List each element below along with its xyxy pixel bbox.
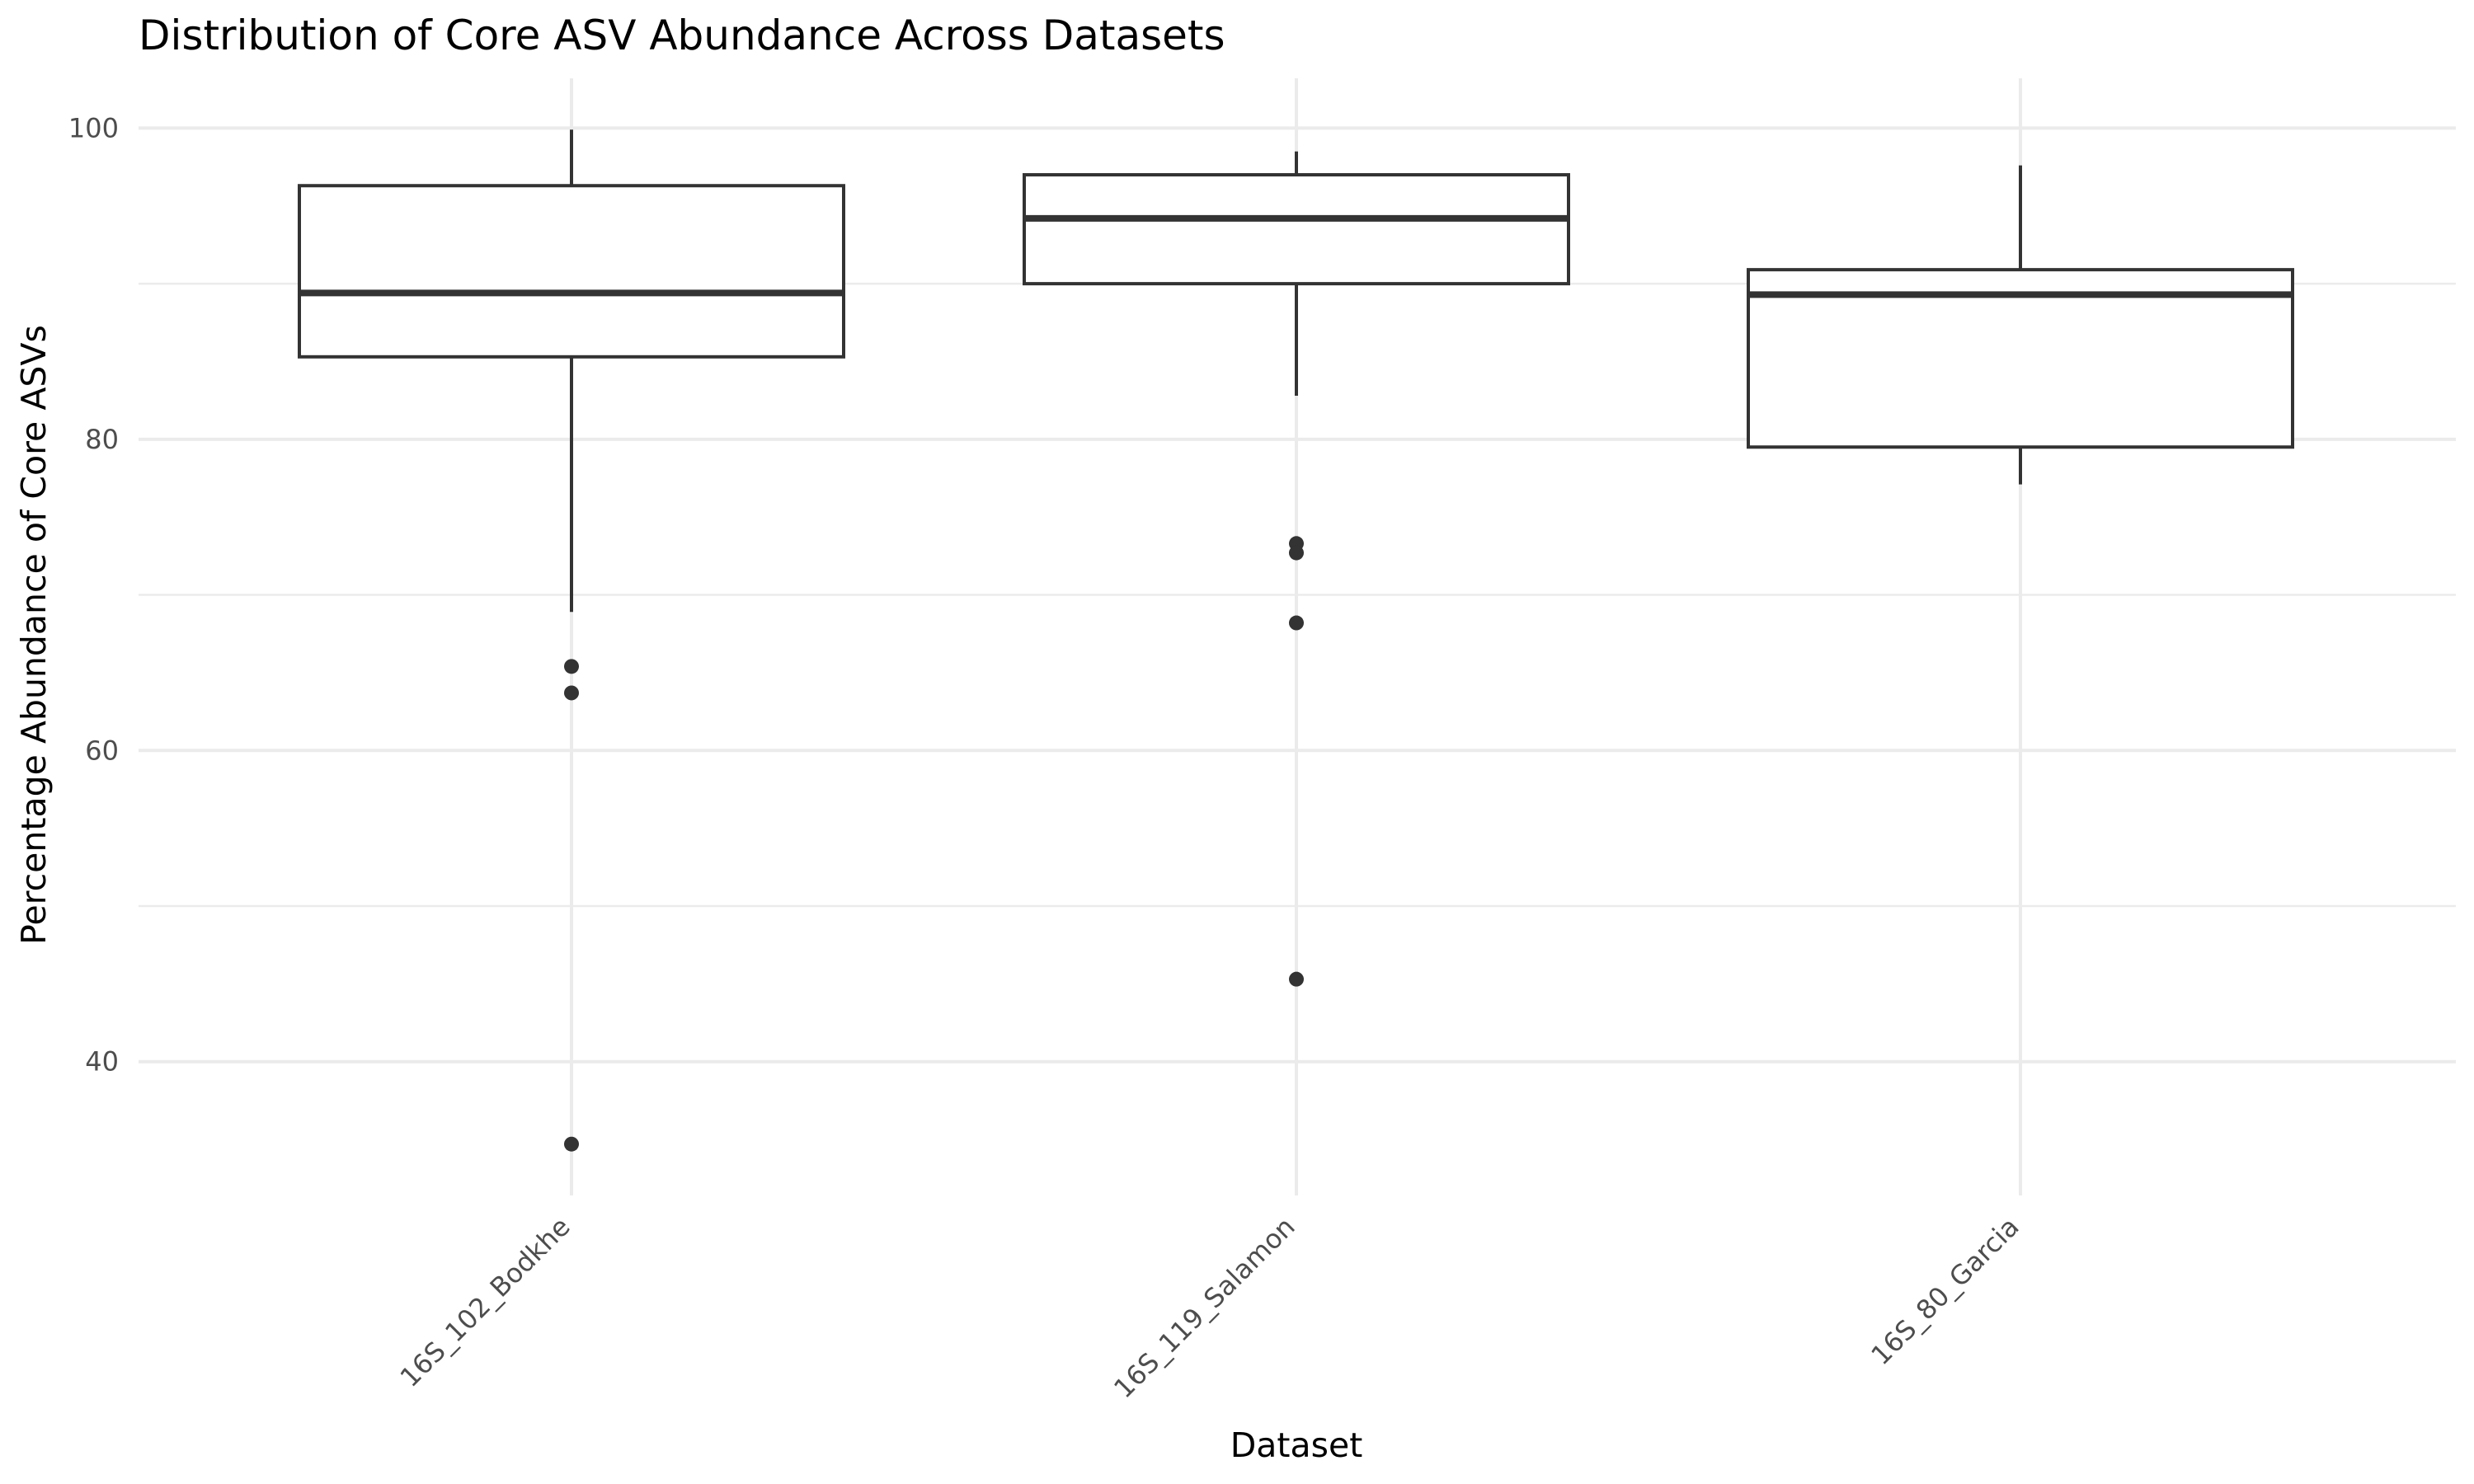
x-tick-label: 16S_119_Salamon: [1108, 1211, 1300, 1404]
box-16S_102_Bodkhe: [298, 129, 845, 1152]
outlier-point: [564, 685, 579, 701]
y-tick-label: 40: [85, 1046, 119, 1078]
y-tick-label: 60: [85, 735, 119, 766]
x-tick-label: 16S_80_Garcia: [1865, 1211, 2025, 1371]
y-tick-label: 100: [68, 112, 119, 143]
y-axis-title: Percentage Abundance of Core ASVs: [14, 325, 54, 945]
outlier-point: [1289, 615, 1304, 631]
box-16S_119_Salamon: [1023, 151, 1570, 987]
x-tick-label: 16S_102_Bodkhe: [394, 1211, 576, 1393]
box-rect: [298, 184, 845, 359]
outlier-point: [1289, 545, 1304, 561]
box-rect: [1023, 173, 1570, 286]
outlier-point: [1289, 971, 1304, 987]
y-tick-label: 80: [85, 424, 119, 455]
x-axis-ticks: 16S_102_Bodkhe 16S_119_Salamon 16S_80_Garc…: [394, 1211, 2025, 1404]
outlier-point: [564, 1136, 579, 1152]
box-16S_80_Garcia: [1747, 165, 2294, 485]
box-series: [298, 129, 2294, 1152]
y-axis-ticks: 40 60 80 100: [68, 112, 119, 1077]
outlier-point: [564, 659, 579, 674]
x-axis-title: Dataset: [1230, 1425, 1363, 1465]
chart-title: Distribution of Core ASV Abundance Acros…: [139, 12, 1225, 59]
box-rect: [1747, 268, 2294, 449]
